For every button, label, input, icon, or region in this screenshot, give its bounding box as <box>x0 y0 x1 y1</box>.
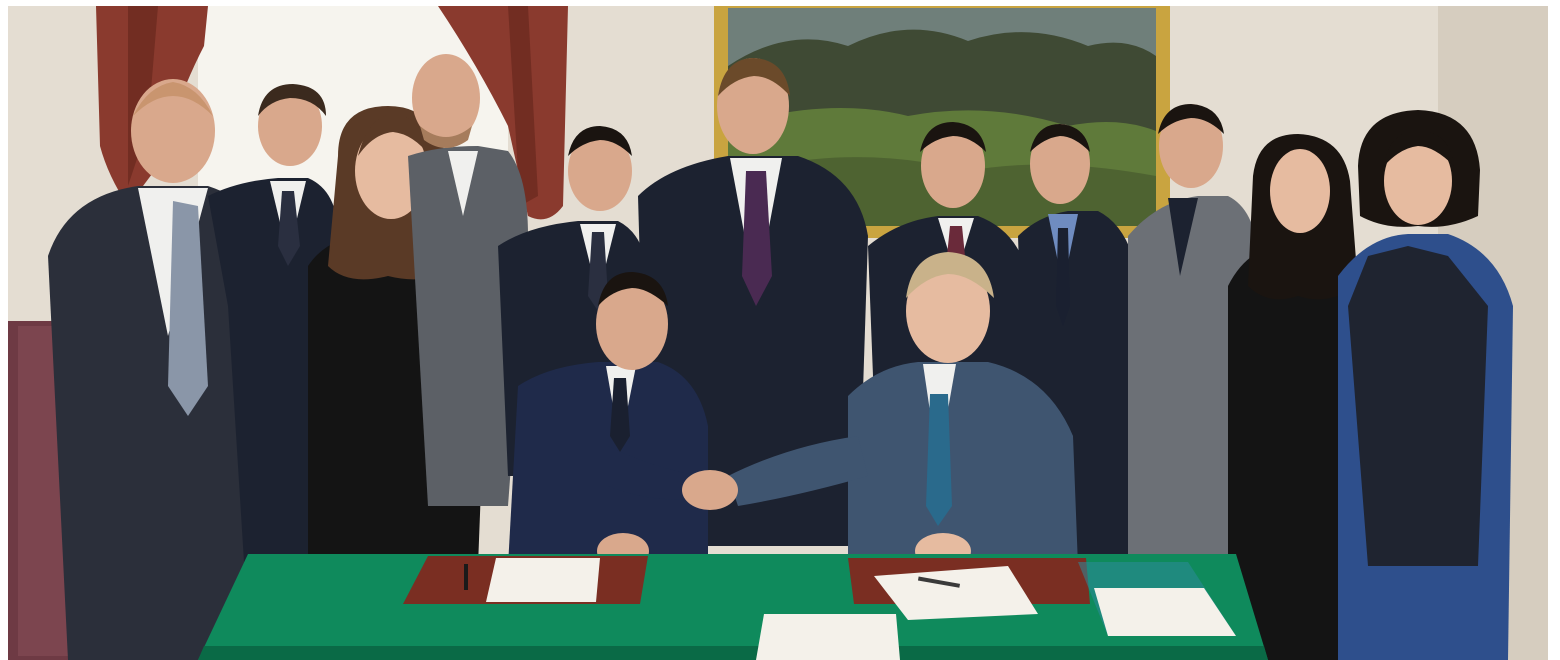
person-standing-2 <box>208 84 338 626</box>
paper-right <box>874 566 1038 620</box>
signing-ceremony-photo <box>8 6 1548 660</box>
pen-left <box>464 564 468 590</box>
paper-left <box>486 558 600 602</box>
table-front-edge <box>198 646 1268 660</box>
curtain-right-fold <box>508 6 538 206</box>
person-seated-right <box>848 252 1078 569</box>
handshake <box>682 470 738 510</box>
person-standing-4 <box>408 54 528 506</box>
paper-center <box>756 614 900 660</box>
paper-far-right <box>1094 588 1236 636</box>
pen-right <box>917 576 961 588</box>
person-standing-9 <box>1128 104 1258 606</box>
person-standing-11 <box>1338 110 1513 660</box>
arm-right <box>728 436 868 506</box>
